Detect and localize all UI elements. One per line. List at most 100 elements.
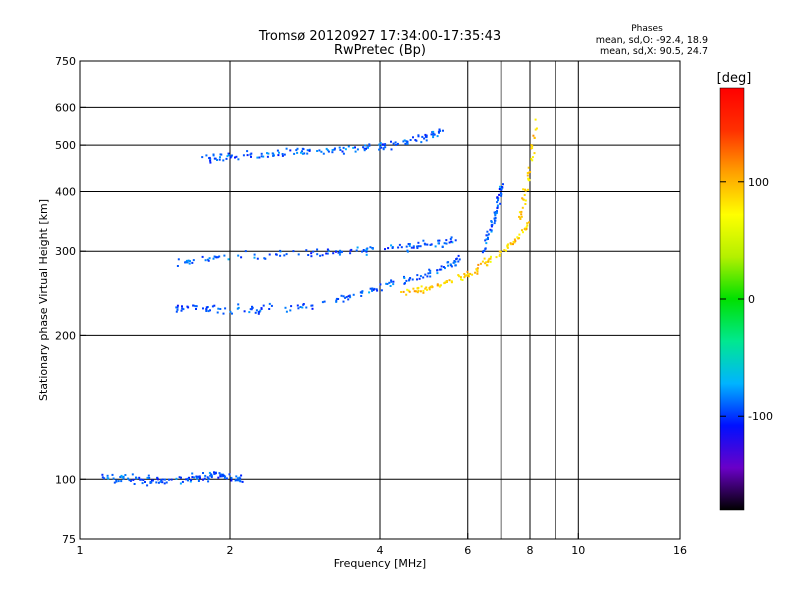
echo-point-O [255,309,258,312]
echo-point-X [485,264,488,267]
echo-point-O [350,248,353,251]
echo-point-O [325,252,328,255]
echo-point-O [494,217,497,219]
echo-point-X [524,199,527,202]
echo-point-O [207,259,210,262]
echo-point-O [409,139,412,141]
echo-point-X [533,152,536,155]
echo-point-O [423,137,426,140]
echo-point-O [331,151,334,154]
echo-point-O [387,247,390,250]
echo-point-X [485,261,488,264]
echo-point-O [217,476,220,479]
echo-point-O [453,260,456,262]
echo-point-O [176,304,179,307]
echo-point-O [361,250,364,253]
echo-point-X [513,241,516,244]
echo-point-O [442,129,444,132]
echo-point-X [461,279,464,281]
echo-point-X [422,289,425,292]
echo-point-O [345,296,348,298]
echo-point-O [266,152,268,155]
echo-point-O [180,476,182,479]
echo-point-O [424,133,427,136]
y-tick-label: 200 [55,329,76,342]
echo-point-O [144,481,146,483]
y-tick-label: 400 [55,185,76,198]
echo-point-O [425,134,428,137]
echo-point-O [185,259,188,262]
echo-point-O [408,279,410,282]
echo-point-O [258,156,261,159]
echo-point-X [438,285,441,288]
echo-point-O [497,199,499,202]
echo-point-X [522,231,524,234]
echo-point-O [192,259,195,262]
echo-point-O [191,261,194,264]
echo-point-O [209,158,212,161]
echo-point-X [428,288,431,291]
echo-point-O [319,254,322,257]
echo-point-O [451,241,454,244]
echo-point-O [426,243,429,246]
echo-point-X [524,203,527,205]
echo-point-X [479,262,482,265]
echo-point-O [205,306,208,309]
x-tick-label: 2 [227,544,234,557]
echo-point-X [439,284,442,287]
echo-point-O [306,152,309,155]
echo-point-X [517,237,520,240]
echo-point-X [528,171,530,174]
echo-point-O [339,249,342,252]
echo-point-O [386,283,389,285]
echo-point-O [120,480,123,483]
echo-point-O [500,194,503,197]
echo-point-O [434,245,437,248]
echo-point-O [372,288,375,291]
echo-point-O [407,243,410,245]
echo-point-O [415,139,418,142]
echo-point-O [500,193,503,196]
echo-point-X [477,263,480,266]
echo-point-O [257,312,260,315]
echo-point-X [426,288,428,291]
echo-point-O [296,304,299,307]
echo-point-O [342,295,345,298]
y-tick-label: 100 [55,473,76,486]
echo-point-O [132,478,135,481]
echo-point-X [518,233,521,236]
echo-point-X [407,289,410,292]
echo-point-O [354,146,356,149]
echo-point-O [224,475,227,478]
echo-point-O [289,149,292,152]
echo-point-O [502,183,504,186]
echo-point-O [365,147,367,150]
echo-point-O [209,309,211,312]
echo-point-X [513,238,516,241]
chart-title: Tromsø 20120927 17:34:00-17:35:43 [258,29,501,44]
echo-point-O [342,152,345,155]
echo-point-X [519,218,522,220]
echo-point-O [111,473,114,476]
echo-point-O [310,304,313,307]
echo-point-O [412,136,414,139]
echo-point-O [390,140,392,143]
echo-point-O [209,159,212,162]
echo-point-X [460,278,462,281]
echo-point-O [490,229,493,232]
echo-point-O [163,478,166,481]
echo-point-O [240,474,243,477]
y-tick-label: 600 [55,101,76,114]
echo-point-O [146,484,149,487]
echo-point-O [422,276,425,279]
echo-point-O [219,473,222,476]
echo-point-O [191,476,194,479]
echo-point-O [342,300,345,303]
echo-point-X [531,156,534,159]
echo-point-O [333,148,336,151]
echo-point-O [367,146,369,149]
echo-point-O [322,152,325,155]
echo-point-O [230,476,233,479]
echo-point-X [512,240,515,243]
echo-point-O [208,257,211,260]
